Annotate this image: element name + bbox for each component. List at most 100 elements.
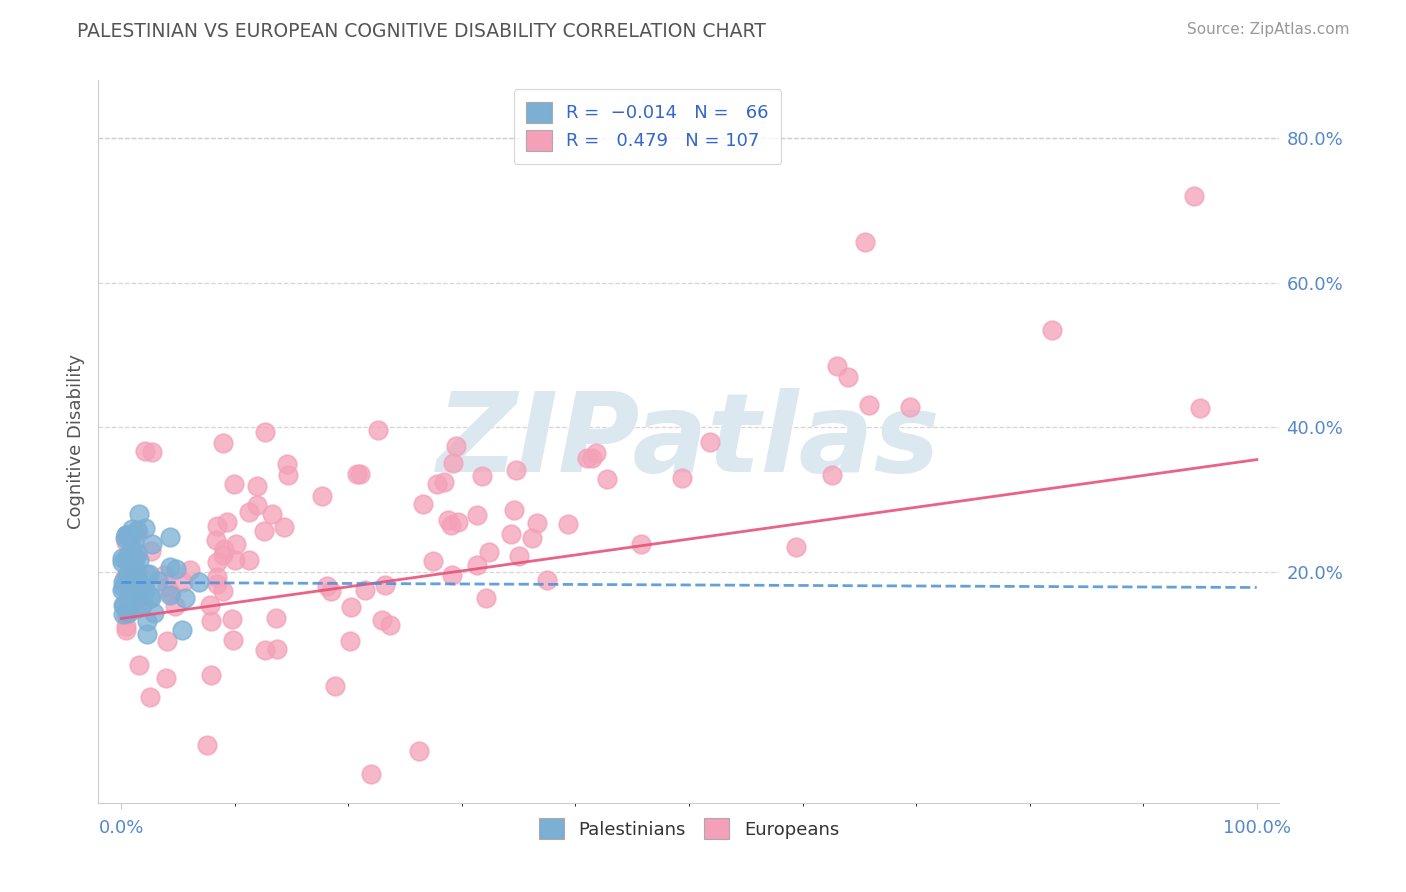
Point xyxy=(129,599,152,614)
Point xyxy=(121,558,143,572)
Point xyxy=(367,423,389,437)
Point xyxy=(188,574,211,589)
Point xyxy=(134,443,156,458)
Point xyxy=(253,524,276,538)
Point xyxy=(311,490,333,504)
Y-axis label: Cognitive Disability: Cognitive Disability xyxy=(66,354,84,529)
Point xyxy=(121,522,143,536)
Point xyxy=(224,553,246,567)
Point xyxy=(117,607,139,621)
Text: ZIPatlas: ZIPatlas xyxy=(437,388,941,495)
Point xyxy=(124,582,146,597)
Point xyxy=(172,624,194,638)
Point xyxy=(132,581,155,595)
Point xyxy=(536,573,558,587)
Point xyxy=(501,527,523,541)
Point xyxy=(111,550,134,565)
Point xyxy=(127,524,149,539)
Point xyxy=(246,498,269,512)
Point xyxy=(441,456,464,470)
Point xyxy=(117,568,139,582)
Point xyxy=(125,571,148,585)
Point xyxy=(127,546,149,560)
Point xyxy=(125,563,148,577)
Point xyxy=(125,523,148,537)
Point xyxy=(200,598,222,612)
Point xyxy=(360,767,382,781)
Point xyxy=(254,425,277,439)
Point xyxy=(118,596,141,610)
Point xyxy=(898,400,921,414)
Point xyxy=(128,591,150,606)
Point xyxy=(122,582,145,597)
Point xyxy=(124,552,146,566)
Point xyxy=(378,618,401,632)
Point xyxy=(353,583,375,598)
Point xyxy=(159,559,181,574)
Point xyxy=(575,450,598,465)
Point xyxy=(853,235,876,249)
Point xyxy=(526,516,548,530)
Point xyxy=(276,457,298,471)
Point xyxy=(163,599,186,614)
Point xyxy=(785,540,807,554)
Point xyxy=(478,545,501,559)
Point xyxy=(195,738,218,752)
Point xyxy=(238,505,260,519)
Point xyxy=(266,641,288,656)
Point xyxy=(115,553,138,567)
Point xyxy=(131,580,153,594)
Point xyxy=(143,606,166,620)
Point xyxy=(374,578,396,592)
Point xyxy=(120,561,142,575)
Point xyxy=(138,589,160,603)
Point xyxy=(122,560,145,574)
Point xyxy=(114,527,136,541)
Point xyxy=(134,581,156,595)
Point xyxy=(585,445,607,459)
Point xyxy=(128,657,150,672)
Point xyxy=(115,568,138,582)
Point xyxy=(200,667,222,681)
Point xyxy=(127,566,149,581)
Point xyxy=(124,552,146,566)
Point xyxy=(433,475,456,490)
Text: PALESTINIAN VS EUROPEAN COGNITIVE DISABILITY CORRELATION CHART: PALESTINIAN VS EUROPEAN COGNITIVE DISABI… xyxy=(77,22,766,41)
Point xyxy=(134,521,156,535)
Point xyxy=(222,633,245,648)
Point xyxy=(118,585,141,599)
Point xyxy=(141,445,163,459)
Point xyxy=(474,591,496,605)
Point xyxy=(1188,401,1211,415)
Point xyxy=(465,508,488,522)
Point xyxy=(136,614,159,628)
Point xyxy=(699,435,721,450)
Point xyxy=(111,598,134,612)
Point xyxy=(349,467,371,481)
Point xyxy=(422,554,444,568)
Point xyxy=(173,591,195,605)
Point xyxy=(156,581,179,595)
Point xyxy=(273,520,295,534)
Point xyxy=(1040,322,1063,336)
Point xyxy=(238,552,260,566)
Point xyxy=(120,556,142,570)
Point xyxy=(858,398,880,412)
Point xyxy=(340,600,363,615)
Point xyxy=(115,608,138,623)
Point xyxy=(408,744,430,758)
Point xyxy=(122,534,145,549)
Point xyxy=(508,549,530,563)
Point xyxy=(125,577,148,591)
Point xyxy=(115,535,138,549)
Point xyxy=(122,578,145,592)
Point xyxy=(135,566,157,581)
Point xyxy=(132,588,155,602)
Point xyxy=(211,436,233,450)
Point xyxy=(346,467,368,481)
Point xyxy=(211,584,233,599)
Point xyxy=(155,672,177,686)
Point xyxy=(156,634,179,648)
Point xyxy=(120,528,142,542)
Point xyxy=(111,574,134,589)
